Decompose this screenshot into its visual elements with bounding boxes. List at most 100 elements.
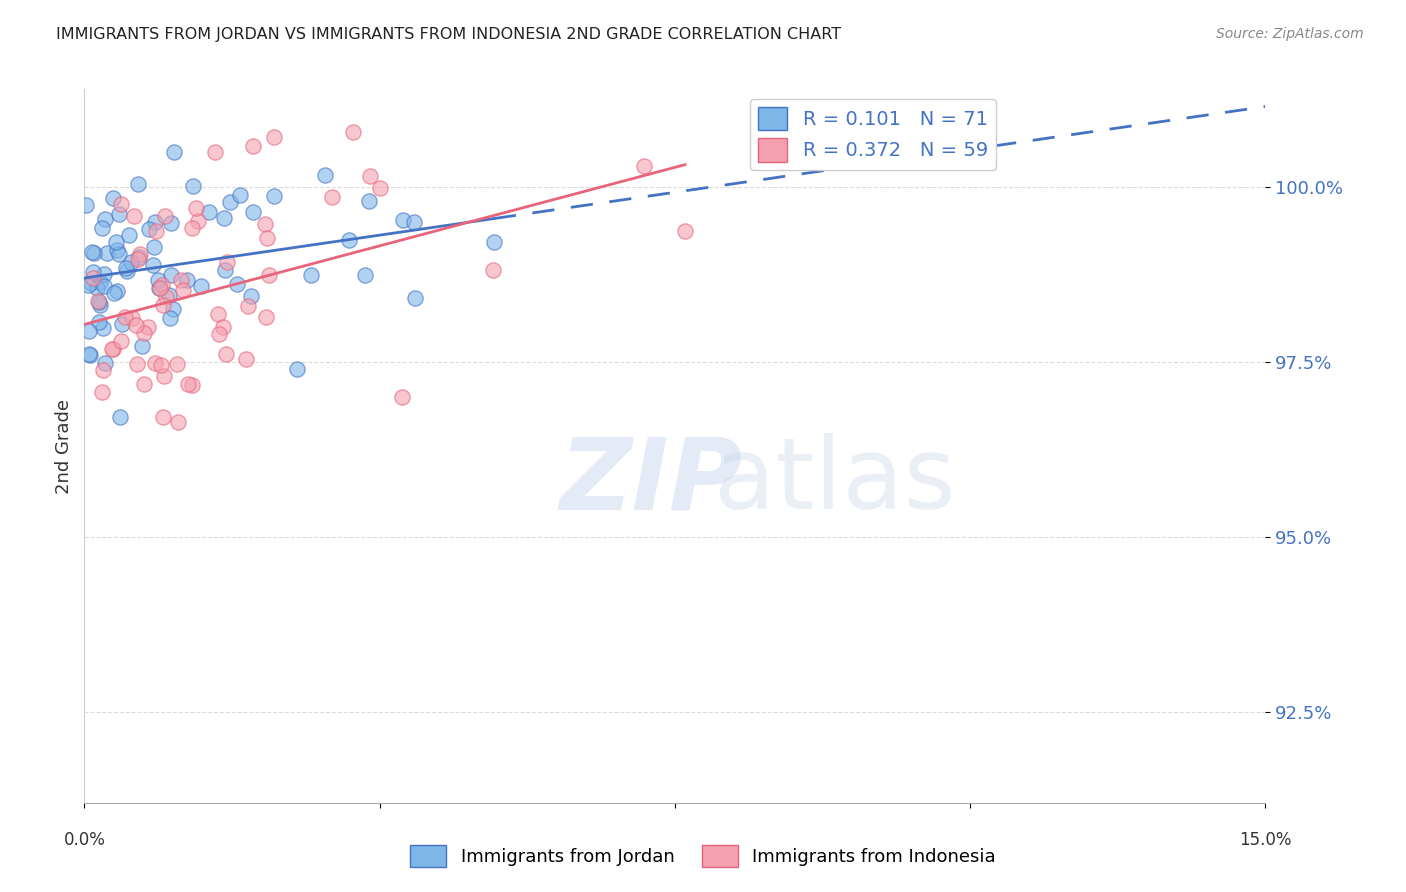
- Point: [359, 169, 381, 184]
- Point: [100, 342, 122, 356]
- Point: [77, 347, 100, 361]
- Point: [86, 280, 108, 294]
- Point: [110, 334, 132, 348]
- Point: [167, 415, 190, 429]
- Point: [482, 263, 505, 277]
- Point: [118, 228, 141, 243]
- Point: [404, 291, 426, 305]
- Point: [149, 358, 172, 372]
- Point: [127, 177, 149, 191]
- Point: [127, 252, 149, 267]
- Point: [93, 279, 115, 293]
- Point: [94, 356, 117, 370]
- Point: [242, 205, 264, 219]
- Point: [80, 276, 103, 290]
- Point: [101, 191, 124, 205]
- Point: [153, 368, 176, 383]
- Point: [91, 321, 114, 335]
- Point: [214, 263, 236, 277]
- Point: [212, 211, 235, 226]
- Point: [80, 244, 103, 259]
- Point: [136, 319, 159, 334]
- Text: IMMIGRANTS FROM JORDAN VS IMMIGRANTS FROM INDONESIA 2ND GRADE CORRELATION CHART: IMMIGRANTS FROM JORDAN VS IMMIGRANTS FRO…: [56, 27, 841, 42]
- Point: [482, 235, 505, 249]
- Legend: R = 0.101   N = 71, R = 0.372   N = 59: R = 0.101 N = 71, R = 0.372 N = 59: [751, 99, 995, 169]
- Point: [75, 198, 97, 212]
- Text: Source: ZipAtlas.com: Source: ZipAtlas.com: [1216, 27, 1364, 41]
- Point: [321, 190, 343, 204]
- Point: [105, 284, 128, 298]
- Point: [357, 194, 380, 208]
- Point: [152, 298, 174, 312]
- Point: [108, 410, 131, 425]
- Point: [197, 205, 219, 219]
- Point: [212, 320, 235, 334]
- Point: [299, 268, 322, 283]
- Point: [79, 348, 101, 362]
- Point: [177, 376, 200, 391]
- Point: [153, 209, 176, 223]
- Text: atlas: atlas: [713, 434, 955, 530]
- Point: [157, 288, 180, 302]
- Point: [368, 181, 391, 195]
- Point: [218, 195, 240, 210]
- Point: [142, 258, 165, 272]
- Point: [159, 310, 181, 325]
- Point: [163, 145, 186, 160]
- Point: [633, 159, 655, 173]
- Point: [87, 315, 110, 329]
- Point: [107, 207, 129, 221]
- Point: [180, 220, 202, 235]
- Point: [226, 277, 249, 291]
- Point: [89, 298, 111, 312]
- Point: [172, 283, 194, 297]
- Point: [104, 235, 127, 249]
- Point: [127, 357, 149, 371]
- Point: [76, 278, 98, 293]
- Point: [96, 245, 118, 260]
- Point: [263, 189, 285, 203]
- Point: [107, 247, 129, 261]
- Point: [354, 268, 377, 282]
- Point: [125, 318, 148, 333]
- Point: [120, 255, 142, 269]
- Point: [176, 273, 198, 287]
- Point: [242, 138, 264, 153]
- Point: [162, 301, 184, 316]
- Point: [215, 255, 238, 269]
- Point: [114, 310, 136, 324]
- Point: [166, 357, 188, 371]
- Point: [121, 310, 143, 325]
- Point: [208, 326, 231, 341]
- Point: [391, 390, 413, 404]
- Point: [87, 295, 110, 310]
- Point: [673, 223, 696, 237]
- Point: [131, 339, 153, 353]
- Point: [184, 201, 207, 215]
- Point: [128, 247, 150, 261]
- Point: [150, 278, 173, 293]
- Point: [93, 267, 115, 281]
- Point: [132, 377, 155, 392]
- Point: [91, 363, 114, 377]
- Point: [101, 342, 124, 356]
- Point: [143, 356, 166, 370]
- Legend: Immigrants from Jordan, Immigrants from Indonesia: Immigrants from Jordan, Immigrants from …: [404, 838, 1002, 874]
- Point: [145, 224, 167, 238]
- Text: 0.0%: 0.0%: [63, 831, 105, 849]
- Point: [170, 273, 193, 287]
- Point: [132, 326, 155, 340]
- Point: [117, 264, 139, 278]
- Point: [314, 168, 336, 182]
- Point: [155, 290, 177, 304]
- Point: [110, 197, 132, 211]
- Point: [94, 212, 117, 227]
- Point: [256, 231, 278, 245]
- Point: [77, 324, 100, 338]
- Point: [143, 214, 166, 228]
- Point: [259, 268, 281, 282]
- Point: [122, 209, 145, 223]
- Point: [392, 213, 415, 227]
- Point: [236, 299, 259, 313]
- Point: [181, 179, 204, 194]
